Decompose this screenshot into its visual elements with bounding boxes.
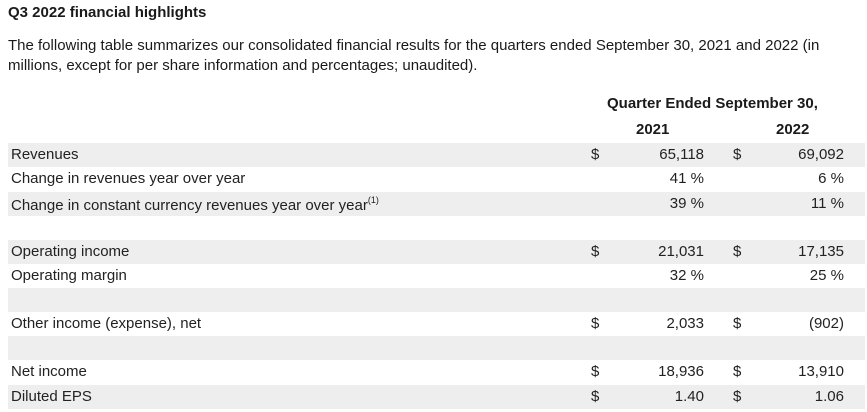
- value-2022: 13,910: [798, 363, 844, 380]
- value-2021: 39 %: [669, 195, 704, 212]
- row-label: Change in revenues year over year: [11, 170, 246, 187]
- row-label: Net income: [11, 363, 87, 380]
- value-2021: 2,033: [666, 315, 704, 332]
- value-2021: 18,936: [658, 363, 704, 380]
- table-row-operating-margin: Operating margin 32 % 25 %: [8, 264, 865, 288]
- table-row-other-income: Other income (expense), net $ 2,033 $ (9…: [8, 312, 865, 336]
- table-row-operating-income: Operating income $ 21,031 $ 17,135: [8, 240, 865, 264]
- table-row-revenue-change: Change in revenues year over year 41 % 6…: [8, 167, 865, 191]
- currency-symbol: $: [733, 388, 742, 405]
- row-label: Operating income: [11, 243, 130, 260]
- table-row-constant-currency-change: Change in constant currency revenues yea…: [8, 192, 865, 216]
- currency-symbol: $: [591, 243, 600, 260]
- table-row-net-income: Net income $ 18,936 $ 13,910: [8, 360, 865, 384]
- footnote-marker: (1): [367, 195, 379, 205]
- row-label-text: Change in constant currency revenues yea…: [11, 197, 368, 214]
- value-2021: 21,031: [658, 243, 704, 260]
- column-header-2021: 2021: [636, 121, 670, 138]
- row-spacer: [8, 336, 865, 360]
- intro-paragraph: The following table summarizes our conso…: [8, 37, 820, 74]
- row-label: Change in constant currency revenues yea…: [11, 195, 379, 214]
- table-row-diluted-eps: Diluted EPS $ 1.40 $ 1.06: [8, 385, 865, 409]
- value-2022: 11 %: [810, 195, 844, 212]
- value-2021: 1.40: [674, 388, 704, 405]
- value-2021: 41 %: [669, 170, 704, 187]
- value-2022: 25 %: [809, 267, 844, 284]
- value-2022: 6 %: [818, 170, 844, 187]
- row-spacer: [8, 216, 865, 240]
- currency-symbol: $: [733, 146, 742, 163]
- currency-symbol: $: [591, 388, 600, 405]
- currency-symbol: $: [733, 315, 742, 332]
- table-row-revenues: Revenues $ 65,118 $ 69,092: [8, 143, 865, 167]
- value-2021: 65,118: [659, 146, 704, 163]
- currency-symbol: $: [591, 363, 600, 380]
- currency-symbol: $: [591, 315, 600, 332]
- value-2022: 69,092: [798, 146, 844, 163]
- row-spacer: [8, 288, 865, 312]
- currency-symbol: $: [733, 363, 742, 380]
- value-2022: (902): [808, 315, 844, 332]
- value-2021: 32 %: [669, 267, 704, 284]
- row-label: Other income (expense), net: [11, 315, 202, 332]
- row-label: Diluted EPS: [11, 388, 92, 405]
- value-2022: 1.06: [814, 388, 844, 405]
- row-label: Revenues: [11, 146, 79, 163]
- column-header-2022: 2022: [776, 121, 810, 138]
- row-label: Operating margin: [11, 267, 127, 284]
- currency-symbol: $: [733, 243, 742, 260]
- value-2022: 17,135: [798, 243, 844, 260]
- table-header-period: Quarter Ended September 30,: [607, 95, 818, 112]
- page-title: Q3 2022 financial highlights: [8, 4, 207, 21]
- currency-symbol: $: [591, 146, 600, 163]
